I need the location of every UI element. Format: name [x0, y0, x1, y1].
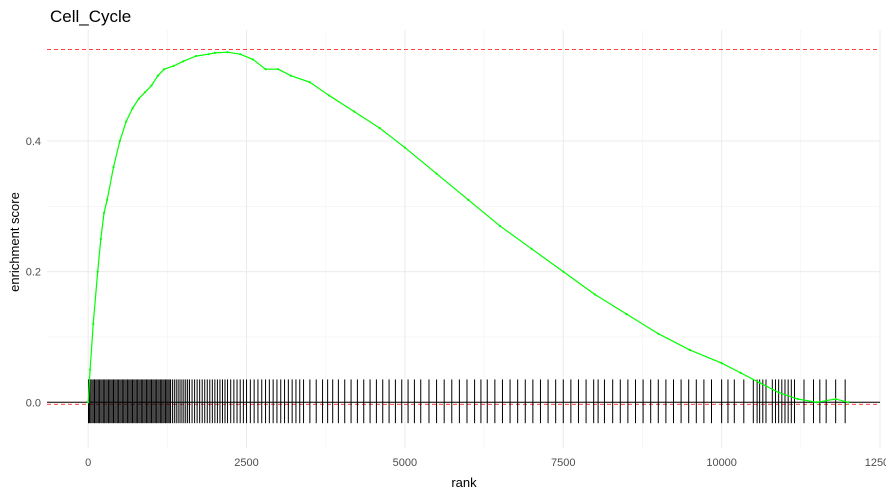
enrichment-score-point [172, 64, 175, 68]
enrichment-score-point [327, 94, 330, 97]
enrichment-score-point [207, 53, 210, 56]
enrichment-score-point [137, 97, 140, 100]
y-tick-label: 0.2 [26, 267, 41, 279]
x-tick-label: 2500 [234, 457, 258, 469]
enrichment-score-point [498, 224, 502, 228]
x-axis-title: rank [451, 475, 477, 490]
enrichment-score-point [815, 401, 818, 404]
enrichment-score-point [131, 107, 134, 110]
enrichment-score-point [239, 53, 242, 56]
series-lines [87, 51, 850, 404]
enrichment-score-point [289, 74, 292, 77]
enrichment-score-point [156, 74, 159, 77]
chart-title: Cell_Cycle [50, 7, 131, 26]
enrichment-score-point [435, 172, 438, 175]
enrichment-score-point [720, 361, 723, 365]
enrichment-score-point [182, 60, 185, 63]
enrichment-score-point [796, 397, 799, 401]
enrichment-score-point [308, 81, 311, 84]
enrichment-score-point [625, 313, 628, 316]
enrichment-score-point [144, 90, 147, 94]
enrichment-score-point [106, 198, 109, 201]
enrichment-score-point [99, 237, 102, 241]
enrichment-score-point [194, 55, 197, 58]
x-tick-label: 7500 [551, 457, 575, 469]
enrichment-score-point [467, 198, 470, 201]
enrichment-score-line [87, 51, 849, 403]
x-tick-label: 0 [85, 457, 91, 469]
x-tick-label: 5000 [393, 457, 417, 469]
enrichment-score-point [562, 270, 565, 273]
enrichment-score-point [353, 110, 356, 113]
enrichment-score-point [163, 68, 166, 71]
enrichment-score-point [118, 139, 121, 143]
y-axis-title: enrichment score [7, 192, 22, 292]
enrichment-score-point [226, 51, 229, 54]
enrichment-score-point [688, 348, 692, 352]
enrichment-score-point [403, 146, 407, 149]
enrichment-score-point [378, 126, 381, 130]
enrichment-score-point [92, 322, 95, 326]
enrichment-score-point [277, 68, 280, 71]
enrichment-score-point [530, 247, 533, 250]
enrichment-score-point [593, 293, 597, 296]
enrichment-score-point [112, 166, 115, 169]
enrichment-score-point [125, 120, 128, 123]
x-tick-label: 10000 [706, 457, 737, 469]
enrichment-score-point [150, 84, 153, 87]
enrichment-score-point [264, 68, 267, 71]
enrichment-score-point [834, 397, 837, 401]
enrichment-score-point [213, 51, 216, 54]
enrichment-score-point [102, 211, 106, 214]
enrichment-score-point [657, 332, 660, 335]
enrichment-score-point [777, 391, 780, 394]
rug-marks [87, 379, 846, 424]
enrichment-score-point [96, 270, 99, 273]
x-tick-label: 12500 [865, 457, 886, 469]
enrichment-score-point [758, 381, 761, 384]
enrichment-score-point [739, 371, 742, 374]
enrichment-score-point [251, 58, 254, 61]
enrichment-score-point [847, 401, 850, 404]
enrichment-score-point [87, 401, 90, 404]
y-tick-label: 0.4 [26, 136, 41, 148]
y-tick-label: 0.0 [26, 397, 41, 409]
tick-labels: 0 2500 5000 7500 10000 12500 0.0 0.2 0.4 [26, 136, 886, 469]
enrichment-score-point [88, 368, 92, 371]
reference-lines [47, 49, 880, 405]
